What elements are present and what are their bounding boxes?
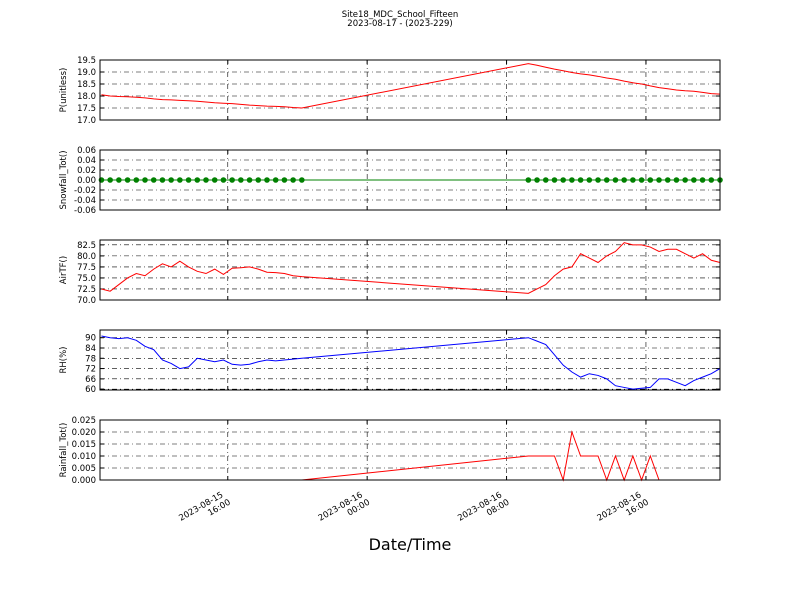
y-tick-label: 70.0 xyxy=(77,296,96,306)
data-point xyxy=(194,177,201,183)
y-tick-label: -0.06 xyxy=(74,206,96,216)
data-point xyxy=(577,177,584,183)
data-point xyxy=(272,177,279,183)
data-point xyxy=(603,177,610,183)
data-point xyxy=(664,177,671,183)
data-line xyxy=(101,430,720,482)
data-point xyxy=(211,177,218,183)
y-tick-label: 78 xyxy=(85,354,96,364)
x-tick-label: 2023-08-16 16:00 xyxy=(596,489,651,532)
y-axis-label: Snowfall_Tot() xyxy=(59,150,69,209)
data-point xyxy=(542,177,549,183)
data-point xyxy=(246,177,253,183)
data-point xyxy=(595,177,601,183)
y-axis-label: RH(%) xyxy=(59,346,69,373)
y-tick-label: 72 xyxy=(85,365,96,375)
chart-subtitle: 2023-08-17 - (2023-229) xyxy=(347,19,452,29)
y-axis-label: AirTF() xyxy=(59,256,69,284)
data-line xyxy=(101,242,721,294)
data-point xyxy=(116,177,122,183)
data-point xyxy=(682,177,688,183)
y-tick-label: 0.015 xyxy=(72,440,96,450)
y-tick-label: 80.0 xyxy=(77,252,96,262)
plot-frame xyxy=(99,149,721,211)
x-axis-label: Date/Time xyxy=(369,535,452,554)
y-tick-label: 72.5 xyxy=(77,285,96,295)
data-point xyxy=(534,177,540,183)
data-point xyxy=(159,177,166,183)
data-point xyxy=(673,177,680,183)
data-point xyxy=(142,177,148,183)
y-tick-label: 19.5 xyxy=(77,56,96,66)
data-point xyxy=(551,177,558,183)
data-point xyxy=(290,177,296,183)
data-line xyxy=(101,63,721,109)
y-tick-label: 77.5 xyxy=(77,263,96,273)
data-point xyxy=(185,177,192,183)
y-tick-label: 17.5 xyxy=(77,104,96,114)
data-point xyxy=(612,177,619,183)
data-point xyxy=(107,177,113,183)
data-point xyxy=(281,177,288,183)
y-tick-label: 75.0 xyxy=(77,274,96,284)
y-tick-label: 19.0 xyxy=(77,68,96,78)
plot-frame xyxy=(99,239,721,301)
data-point xyxy=(569,177,575,183)
y-tick-label: 0.005 xyxy=(72,464,96,474)
data-point xyxy=(177,177,183,183)
y-tick-label: -0.04 xyxy=(74,196,96,206)
y-tick-label: 0.025 xyxy=(72,416,96,426)
y-axis-label: Rainfall_Tot() xyxy=(59,423,69,478)
data-point xyxy=(229,177,235,183)
y-tick-label: 0.02 xyxy=(77,166,96,176)
data-point xyxy=(708,177,715,183)
data-point xyxy=(150,177,157,183)
y-tick-label: 60 xyxy=(85,385,96,395)
y-tick-label: 18.5 xyxy=(77,80,96,90)
x-tick-label: 2023-08-15 16:00 xyxy=(177,489,232,532)
data-point xyxy=(691,177,697,183)
data-point xyxy=(525,177,532,183)
data-point xyxy=(299,177,305,183)
x-tick-label: 2023-08-16 00:00 xyxy=(317,489,372,532)
y-tick-label: 66 xyxy=(85,375,96,385)
data-point xyxy=(203,177,209,183)
y-axis-label: P(unitless) xyxy=(59,68,69,113)
data-point xyxy=(168,177,174,183)
data-point xyxy=(238,177,244,183)
y-tick-label: 82.5 xyxy=(77,241,96,251)
y-tick-label: -0.02 xyxy=(74,186,96,196)
y-tick-label: 18.0 xyxy=(77,92,96,102)
y-tick-label: 0.010 xyxy=(72,452,96,462)
data-point xyxy=(656,177,662,183)
data-point xyxy=(638,177,645,183)
data-line xyxy=(101,335,721,390)
x-tick-label: 2023-08-16 08:00 xyxy=(456,489,511,532)
data-point xyxy=(621,177,627,183)
y-tick-label: 0.020 xyxy=(72,428,96,438)
y-tick-label: 0.00 xyxy=(77,176,96,186)
y-tick-label: 0.06 xyxy=(77,146,96,156)
y-tick-label: 0.000 xyxy=(72,476,96,486)
data-point xyxy=(220,177,227,183)
plot-frame xyxy=(99,59,721,121)
data-point xyxy=(560,177,566,183)
data-point xyxy=(586,177,593,183)
data-point xyxy=(630,177,636,183)
data-point xyxy=(264,177,270,183)
y-tick-label: 90 xyxy=(85,334,96,344)
data-point xyxy=(133,177,140,183)
y-tick-label: 84 xyxy=(85,344,96,354)
data-point xyxy=(647,177,654,183)
chart-title: Site18_MDC_School_Fifteen xyxy=(342,10,459,20)
y-tick-label: 0.04 xyxy=(77,156,96,166)
data-point xyxy=(124,177,131,183)
data-point xyxy=(699,177,706,183)
y-tick-label: 17.0 xyxy=(77,116,96,126)
data-point xyxy=(255,177,262,183)
plot-frame xyxy=(99,419,721,481)
plot-frame xyxy=(99,329,721,391)
